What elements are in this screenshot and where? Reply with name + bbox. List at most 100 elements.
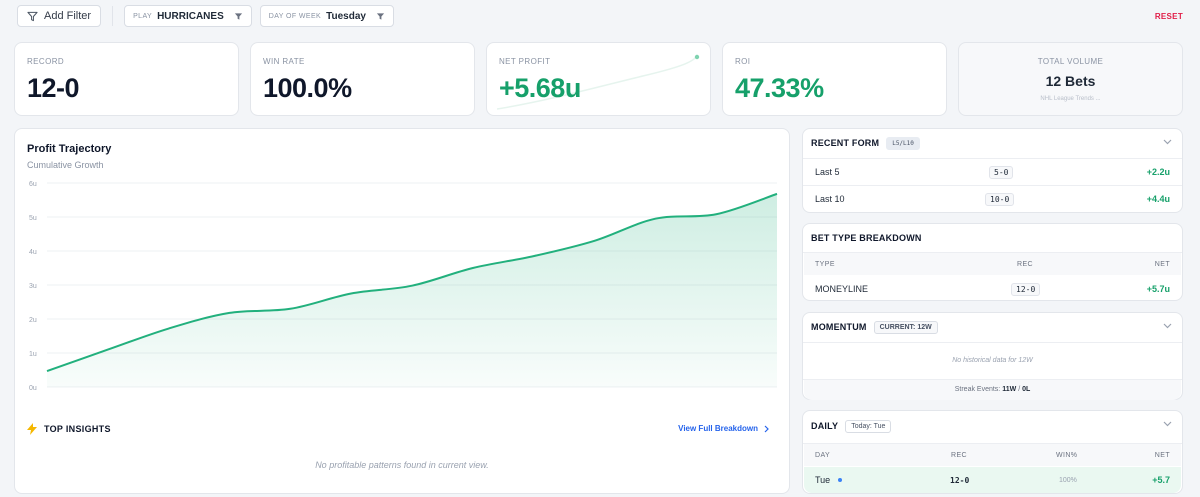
row-record: 5-0 — [989, 165, 1014, 179]
bet-type-header: BET TYPE BREAKDOWN — [811, 224, 922, 252]
divider — [803, 252, 1182, 253]
kpi-value: 47.33% — [735, 73, 824, 103]
row-net: +5.7u — [1146, 284, 1170, 294]
top-insights-header: TOP INSIGHTS — [27, 423, 111, 435]
reset-button[interactable]: RESET — [1154, 11, 1183, 21]
kpi-label: WIN RATE — [263, 57, 305, 66]
funnel-icon[interactable] — [376, 12, 385, 21]
divider — [803, 185, 1182, 186]
table-row-today: Tue 12-0 100% +5.7 — [804, 467, 1181, 493]
today-dot-icon — [838, 478, 842, 482]
kpi-value: 100.0% — [263, 73, 352, 103]
streak-wins: 11W — [1002, 386, 1017, 393]
sparkline-endpoint — [694, 54, 700, 60]
panel-title: RECENT FORM — [811, 138, 880, 148]
chart-title: Profit Trajectory — [27, 143, 112, 155]
y-tick-label: 2u — [29, 317, 37, 324]
y-tick-label: 1u — [29, 351, 37, 358]
panel-tag: Today: Tue — [845, 419, 892, 433]
divider — [112, 6, 114, 26]
row-label: Last 10 — [815, 194, 845, 204]
column-header-net: NET — [1154, 261, 1170, 268]
column-header-type: TYPE — [815, 261, 835, 268]
recent-form-panel: RECENT FORM L5/L10 Last 5 5-0 +2.2u Last… — [802, 128, 1183, 213]
column-header-rec: REC — [951, 452, 967, 459]
divider — [803, 443, 1182, 444]
kpi-total-volume-card: TOTAL VOLUME 12 Bets NHL League Trends .… — [958, 42, 1183, 116]
row-win-pct: 100% — [1059, 476, 1077, 484]
kpi-record-card: RECORD 12-0 — [14, 42, 239, 116]
chevron-down-icon[interactable] — [1163, 421, 1172, 427]
y-tick-label: 5u — [29, 215, 37, 222]
add-filter-button[interactable]: Add Filter — [17, 5, 102, 27]
panel-title: DAILY — [811, 421, 839, 431]
panel-title: BET TYPE BREAKDOWN — [811, 233, 922, 243]
insights-empty-message: No profitable patterns found in current … — [315, 460, 489, 470]
filter-icon — [27, 11, 38, 21]
column-header-rec: REC — [1017, 261, 1033, 268]
divider — [803, 379, 1182, 380]
profit-trajectory-card: Profit Trajectory Cumulative Growth 0u 1u… — [14, 128, 790, 494]
streak-events: Streak Events: 11W / 0L — [803, 386, 1182, 393]
top-insights-title: TOP INSIGHTS — [44, 424, 111, 434]
panel-title: MOMENTUM — [811, 322, 867, 332]
column-header-net: NET — [1154, 452, 1170, 459]
recent-form-header[interactable]: RECENT FORM L5/L10 — [811, 129, 920, 157]
profit-chart: 0u 1u 2u 3u 4u 5u 6u — [29, 181, 778, 392]
daily-panel: DAILY Today: Tue DAY REC WIN% NET Tue 12… — [802, 410, 1183, 494]
y-tick-label: 4u — [29, 249, 37, 256]
column-header-win: WIN% — [1056, 452, 1078, 459]
table-row: Last 5 5-0 +2.2u — [803, 159, 1182, 185]
momentum-empty-message: No historical data for 12W — [952, 357, 1033, 364]
kpi-value: 12 Bets — [1045, 73, 1096, 89]
row-type: MONEYLINE — [815, 284, 869, 294]
filter-chip-value: HURRICANES — [157, 10, 224, 22]
momentum-panel: MOMENTUM CURRENT: 12W No historical data… — [802, 312, 1183, 400]
row-day: Tue — [815, 475, 831, 485]
view-full-breakdown-label: View Full Breakdown — [678, 424, 758, 433]
row-record: 12-0 — [1011, 282, 1041, 296]
kpi-value: +5.68u — [499, 73, 581, 103]
table-header-bg — [804, 253, 1181, 275]
momentum-header[interactable]: MOMENTUM CURRENT: 12W — [811, 313, 938, 341]
add-filter-label: Add Filter — [44, 10, 92, 22]
kpi-roi-card: ROI 47.33% — [722, 42, 947, 116]
streak-losses: 0L — [1022, 386, 1031, 393]
view-full-breakdown-link[interactable]: View Full Breakdown — [678, 424, 769, 433]
kpi-win-rate-card: WIN RATE 100.0% — [250, 42, 475, 116]
filter-bar: Add Filter PLAY HURRICANES DAY OF WEEK T… — [17, 5, 1183, 27]
row-net: +5.7 — [1152, 475, 1170, 485]
chevron-down-icon[interactable] — [1163, 139, 1172, 145]
chart-subtitle: Cumulative Growth — [27, 160, 104, 170]
streak-label: Streak Events: — [954, 386, 1001, 393]
bet-type-breakdown-panel: BET TYPE BREAKDOWN TYPE REC NET MONEYLIN… — [802, 223, 1183, 301]
kpi-label: RECORD — [27, 57, 65, 66]
table-row: MONEYLINE 12-0 +5.7u — [803, 276, 1182, 302]
table-row: Last 10 10-0 +4.4u — [803, 186, 1182, 212]
sparkline — [497, 54, 700, 110]
y-tick-label: 3u — [29, 283, 37, 290]
kpi-label: NET PROFIT — [499, 57, 551, 66]
kpi-label: TOTAL VOLUME — [1037, 57, 1104, 66]
kpi-net-profit-card: NET PROFIT +5.68u — [486, 42, 711, 116]
filter-chip-day-of-week[interactable]: DAY OF WEEK Tuesday — [259, 5, 394, 27]
kpi-sub: NHL League Trends ... — [1040, 96, 1101, 102]
filter-chip-play[interactable]: PLAY HURRICANES — [124, 5, 252, 27]
row-net: +2.2u — [1146, 167, 1170, 177]
filter-chip-key: PLAY — [133, 12, 153, 20]
chevron-down-icon[interactable] — [1163, 323, 1172, 329]
filter-chip-key: DAY OF WEEK — [268, 12, 322, 20]
divider — [803, 342, 1182, 343]
kpi-label: ROI — [735, 57, 751, 66]
lightning-icon — [27, 423, 37, 435]
y-tick-label: 0u — [29, 385, 37, 392]
row-record: 12-0 — [950, 475, 970, 485]
divider — [803, 158, 1182, 159]
funnel-icon[interactable] — [234, 12, 243, 21]
filter-chip-value: Tuesday — [326, 10, 366, 22]
y-tick-label: 6u — [29, 181, 37, 188]
chart-area — [47, 193, 777, 387]
streak-footer-bg — [804, 380, 1181, 400]
daily-header[interactable]: DAILY Today: Tue — [811, 411, 892, 441]
column-header-day: DAY — [815, 452, 831, 459]
